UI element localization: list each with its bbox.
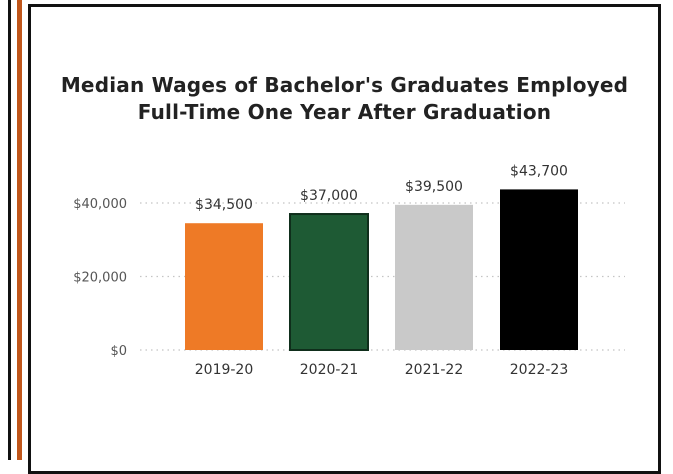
bar-2021-22 <box>395 204 473 350</box>
bar-2022-23 <box>500 189 578 350</box>
chart-title: Median Wages of Bachelor's Graduates Emp… <box>28 72 661 126</box>
data-label: $43,700 <box>510 163 568 179</box>
data-label: $39,500 <box>405 179 463 195</box>
data-label: $34,500 <box>195 197 253 213</box>
bar-2020-21 <box>289 213 369 351</box>
x-tick-label: 2021-22 <box>405 362 464 378</box>
data-label: $37,000 <box>300 188 358 204</box>
y-tick-label: $0 <box>110 344 127 359</box>
x-tick-label: 2019-20 <box>195 362 254 378</box>
chart-title-line-2: Full-Time One Year After Graduation <box>137 100 552 124</box>
y-tick-label: $40,000 <box>73 197 127 212</box>
x-tick-label: 2022-23 <box>510 362 569 378</box>
x-tick-label: 2020-21 <box>300 362 359 378</box>
chart-title-line-1: Median Wages of Bachelor's Graduates Emp… <box>60 73 629 97</box>
bar-2019-20 <box>185 223 263 350</box>
left-panel-border <box>0 0 11 460</box>
bar-chart: $0 $20,000 $40,000 $34,500 2019-20 $37,000 202… <box>73 163 625 378</box>
orange-divider <box>17 0 22 460</box>
y-tick-label: $20,000 <box>73 271 127 286</box>
